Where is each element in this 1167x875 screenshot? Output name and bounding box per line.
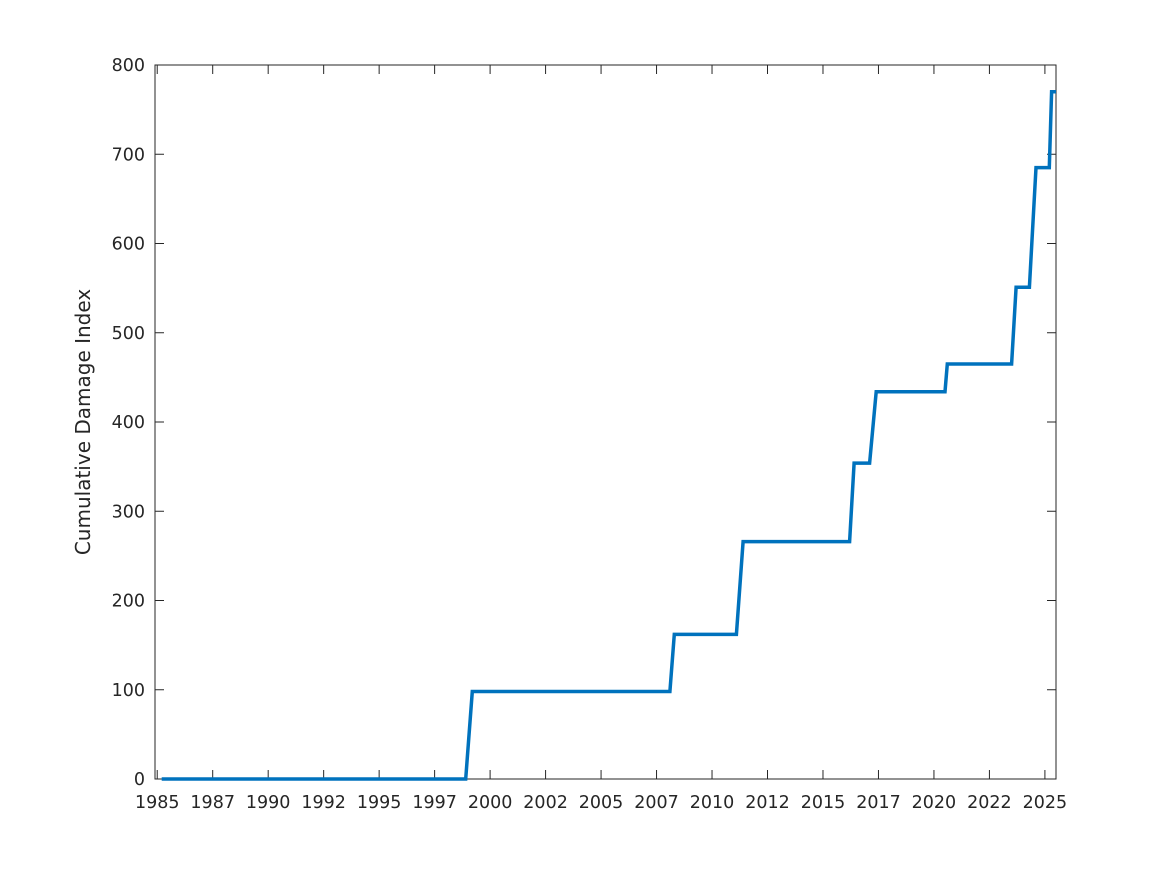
x-tick-label: 2000 xyxy=(468,793,513,813)
y-axis-ticks: 0 100 200 300 400 500 600 700 800 xyxy=(112,56,1056,790)
y-tick-label: 700 xyxy=(112,145,145,165)
x-tick-label: 1990 xyxy=(246,793,291,813)
x-tick-label: 1985 xyxy=(135,793,180,813)
x-tick-label: 2012 xyxy=(745,793,790,813)
x-tick-label: 2017 xyxy=(856,793,901,813)
x-tick-label: 2007 xyxy=(634,793,679,813)
x-tick-label: 1987 xyxy=(190,793,235,813)
x-tick-label: 1995 xyxy=(357,793,402,813)
x-tick-label: 2005 xyxy=(579,793,624,813)
y-tick-label: 600 xyxy=(112,235,145,255)
x-tick-label: 2015 xyxy=(801,793,846,813)
x-tick-label: 2025 xyxy=(1023,793,1068,813)
y-tick-label: 200 xyxy=(112,592,145,612)
y-axis-label: Cumulative Damage Index xyxy=(71,289,95,555)
x-tick-label: 1992 xyxy=(301,793,346,813)
y-tick-label: 300 xyxy=(112,502,145,522)
y-tick-label: 800 xyxy=(112,56,145,76)
y-tick-label: 500 xyxy=(112,324,145,344)
series-layer xyxy=(161,90,1056,781)
x-tick-label: 2002 xyxy=(523,793,568,813)
y-tick-label: 0 xyxy=(134,770,145,790)
x-tick-label: 2022 xyxy=(967,793,1012,813)
x-tick-label: 1997 xyxy=(412,793,457,813)
x-axis-ticks: 1985 1987 1990 1992 1995 1997 2000 2002 2005 2007… xyxy=(135,65,1067,813)
series-line xyxy=(161,90,1056,781)
x-tick-label: 2020 xyxy=(912,793,957,813)
x-tick-label: 2010 xyxy=(690,793,735,813)
plot-area-frame xyxy=(154,64,1057,780)
y-tick-label: 100 xyxy=(112,681,145,701)
y-tick-label: 400 xyxy=(112,413,145,433)
